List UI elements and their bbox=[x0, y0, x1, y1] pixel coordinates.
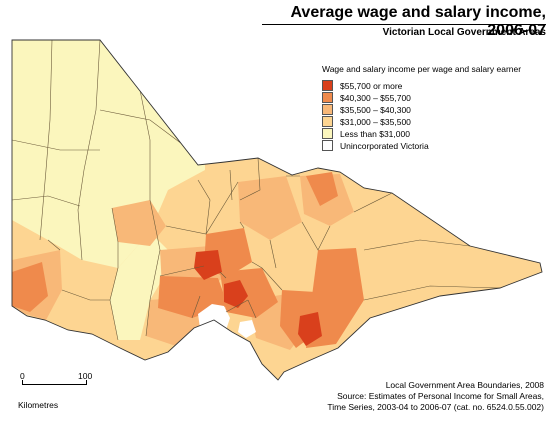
legend-label: $35,500 – $40,300 bbox=[340, 104, 411, 115]
victoria-outline bbox=[11, 39, 543, 381]
legend-swatch bbox=[322, 104, 333, 115]
legend-item: $55,700 or more bbox=[322, 80, 544, 91]
scale-line bbox=[22, 384, 86, 385]
region-wellington-high bbox=[298, 312, 322, 346]
legend-label: Unincorporated Victoria bbox=[340, 140, 429, 151]
legend-label: $31,000 – $35,500 bbox=[340, 116, 411, 127]
scale-end-label: 100 bbox=[78, 371, 93, 381]
region-glenelg-upper bbox=[12, 262, 48, 312]
map-title: Average wage and salary income, 2006-07 bbox=[290, 4, 546, 39]
scale-bar: 0 100 Kilometres bbox=[18, 371, 102, 411]
legend-swatch bbox=[322, 116, 333, 127]
scale-unit-label: Kilometres bbox=[18, 400, 59, 410]
region-central-west-low bbox=[110, 232, 168, 340]
legend-title: Wage and salary income per wage and sala… bbox=[322, 64, 522, 74]
lga-boundaries bbox=[12, 40, 501, 341]
legend-label: $40,300 – $55,700 bbox=[340, 92, 411, 103]
source-line-2: Source: Estimates of Personal Income for… bbox=[337, 391, 544, 401]
legend-swatch bbox=[322, 140, 333, 151]
legend-label: Less than $31,000 bbox=[340, 128, 410, 139]
region-east-gippsland-upper bbox=[306, 248, 364, 348]
region-alpine-upper bbox=[306, 172, 338, 206]
legend-swatch bbox=[322, 128, 333, 139]
legend: Wage and salary income per wage and sala… bbox=[322, 64, 544, 152]
region-goulburn-mid bbox=[238, 176, 302, 240]
legend-swatch bbox=[322, 92, 333, 103]
scale-tick-left bbox=[22, 380, 23, 385]
region-melbourne-core-high bbox=[224, 280, 248, 308]
legend-item: Unincorporated Victoria bbox=[322, 140, 544, 151]
western-port bbox=[238, 320, 256, 338]
region-mitchell-high bbox=[194, 250, 222, 280]
source-line-3: Time Series, 2003-04 to 2006-07 (cat. no… bbox=[327, 402, 544, 412]
scale-start-label: 0 bbox=[20, 371, 25, 381]
source-note: Local Government Area Boundaries, 2008 S… bbox=[240, 380, 544, 413]
legend-item: $40,300 – $55,700 bbox=[322, 92, 544, 103]
legend-label: $55,700 or more bbox=[340, 80, 403, 91]
title-rule bbox=[262, 24, 546, 25]
source-line-1: Local Government Area Boundaries, 2008 bbox=[385, 380, 544, 390]
legend-item: $31,000 – $35,500 bbox=[322, 116, 544, 127]
legend-swatch bbox=[322, 80, 333, 91]
scale-tick-right bbox=[86, 380, 87, 385]
map-subtitle: Victorian Local Government Areas bbox=[382, 27, 546, 38]
legend-item: $35,500 – $40,300 bbox=[322, 104, 544, 115]
legend-item: Less than $31,000 bbox=[322, 128, 544, 139]
